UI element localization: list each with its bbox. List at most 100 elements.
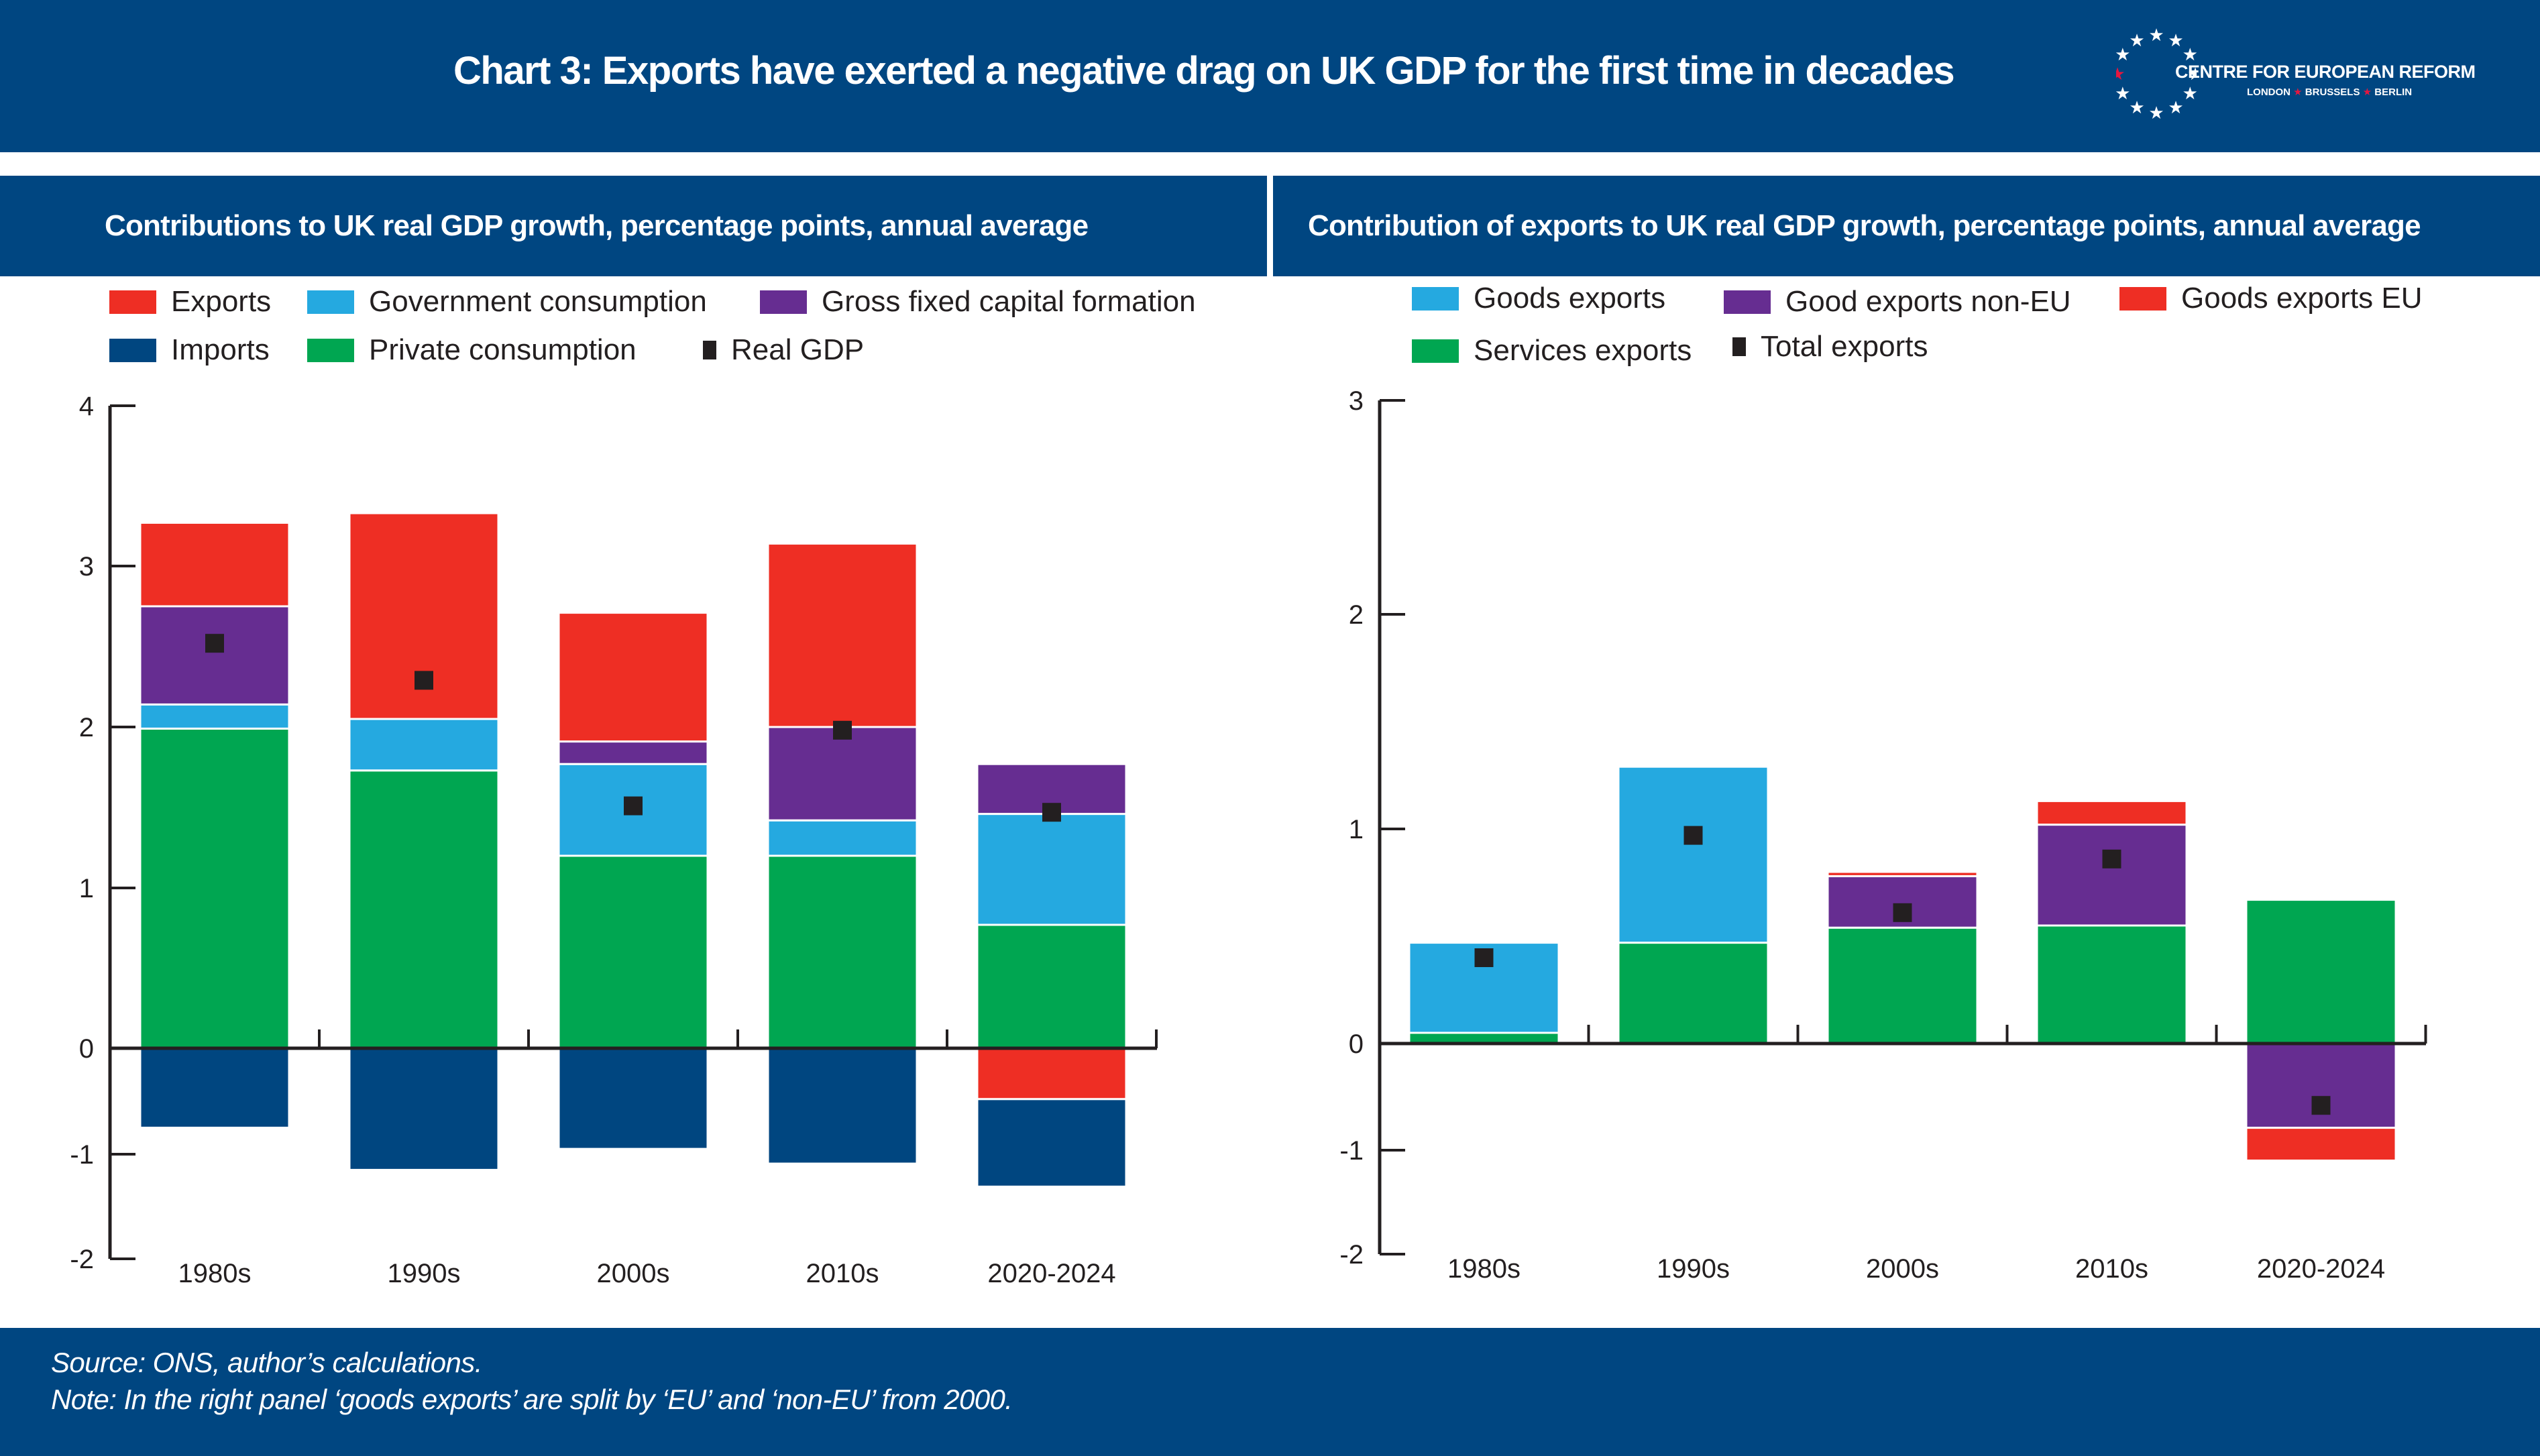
- marker-total-exports-2020-2024: [2311, 1096, 2331, 1115]
- logo-city: BRUSSELS: [2305, 87, 2360, 98]
- bar-segment-government-consumption-1980s: [139, 703, 290, 730]
- bar-segment-services-exports-1990s: [1617, 942, 1769, 1045]
- legend-label: Total exports: [1761, 330, 1928, 363]
- y-tick-label: -1: [1339, 1136, 1364, 1166]
- marker-total-exports-1980s: [1474, 948, 1494, 967]
- x-tick-label: 1980s: [178, 1259, 252, 1288]
- bar-segment-services-exports-2000s: [1826, 926, 1979, 1045]
- bar-segment-goods-exports-eu-2010s: [2036, 799, 2188, 826]
- legend-marker: [703, 341, 716, 359]
- x-tick-label: 2010s: [806, 1259, 879, 1288]
- y-tick-label: 3: [1349, 386, 1364, 416]
- legend-swatch: [1724, 290, 1771, 314]
- y-tick-label: -2: [1339, 1240, 1364, 1270]
- bar-segment-goods-exports-eu-2000s: [1826, 871, 1979, 877]
- legend-label: Goods exports EU: [2181, 282, 2423, 315]
- legend-item-goods-exports: Goods exports: [1412, 282, 1665, 315]
- legend-item-private-consumption: Private consumption: [307, 333, 637, 367]
- legend-label: Real GDP: [731, 333, 865, 366]
- x-tick-label: 2020-2024: [2257, 1254, 2385, 1284]
- x-tick-label: 2000s: [1866, 1254, 1939, 1284]
- left-panel-title: Contributions to UK real GDP growth, per…: [0, 176, 1267, 276]
- marker-real-gdp-2010s: [833, 720, 852, 740]
- bar-segment-services-exports-2010s: [2036, 924, 2188, 1045]
- red-star-icon: ★: [2362, 87, 2375, 98]
- y-tick-label: 1: [79, 874, 94, 903]
- bar-segment-private-consumption-1990s: [348, 769, 500, 1050]
- y-tick-label: -2: [70, 1245, 94, 1274]
- marker-real-gdp-1980s: [205, 634, 224, 653]
- legend-item-gross-fixed-capital-formation: Gross fixed capital formation: [760, 285, 1196, 319]
- x-tick-label: 2010s: [2075, 1254, 2148, 1284]
- bar-segment-imports-2000s: [557, 1047, 709, 1150]
- bar-segment-goods-exports-1990s: [1617, 765, 1769, 944]
- marker-real-gdp-1990s: [415, 671, 433, 690]
- bar-segment-imports-1990s: [348, 1047, 500, 1171]
- y-tick-label: 2: [79, 713, 94, 742]
- bar-segment-gross-fixed-capital-formation-2010s: [767, 726, 918, 822]
- bar-segment-good-exports-non-eu-2010s: [2036, 824, 2188, 927]
- legend-swatch: [1412, 339, 1459, 363]
- y-tick-label: 3: [79, 552, 94, 581]
- legend-item-imports: Imports: [109, 333, 270, 367]
- star-icon: ★: [2148, 25, 2164, 45]
- bar-segment-imports-1980s: [139, 1047, 290, 1129]
- bar-segment-good-exports-non-eu-2020-2024: [2245, 1042, 2397, 1129]
- cer-logo: ★ ★ ★ ★ ★ ★ ★ ★ ★ ★ ★ ★ CENTRE FOR EUROPEAN REFORM …: [2116, 20, 2476, 127]
- star-icon: ★: [2183, 44, 2197, 64]
- legend-swatch: [307, 338, 354, 362]
- marker-real-gdp-2000s: [624, 796, 643, 816]
- bar-segment-government-consumption-1990s: [348, 718, 500, 772]
- x-tick-label: 1990s: [388, 1259, 461, 1288]
- logo-name: CENTRE FOR EUROPEAN REFORM: [2175, 62, 2476, 82]
- legend-label: Gross fixed capital formation: [822, 285, 1196, 318]
- marker-total-exports-2010s: [2102, 849, 2121, 869]
- legend-label: Services exports: [1474, 334, 1692, 367]
- bar-segment-gross-fixed-capital-formation-2000s: [557, 740, 709, 765]
- x-tick-label: 2020-2024: [987, 1259, 1115, 1288]
- legend-swatch: [760, 290, 807, 314]
- legend-item-real-gdp: Real GDP: [703, 333, 864, 367]
- star-icon: ★: [2168, 97, 2183, 117]
- star-icon: ★: [2129, 97, 2144, 117]
- bar-segment-goods-exports-eu-2020-2024: [2245, 1127, 2397, 1162]
- star-icon: ★: [2116, 44, 2130, 64]
- x-tick-label: 2000s: [597, 1259, 670, 1288]
- legend-swatch: [109, 290, 156, 314]
- legend-label: Good exports non-EU: [1785, 285, 2071, 318]
- logo-cities: LONDON ★ BRUSSELS ★ BERLIN: [2247, 86, 2412, 98]
- legend-marker: [1732, 337, 1746, 356]
- legend-item-goods-exports-eu: Goods exports EU: [2119, 282, 2423, 315]
- legend-swatch: [307, 290, 354, 314]
- legend-item-government-consumption: Government consumption: [307, 285, 707, 319]
- chart-title: Chart 3: Exports have exerted a negative…: [453, 49, 1955, 93]
- right-panel-title: Contribution of exports to UK real GDP g…: [1273, 176, 2540, 276]
- star-icon: ★: [2168, 30, 2183, 50]
- footnote: Note: In the right panel ‘goods exports’…: [51, 1384, 1013, 1415]
- star-icon: ★: [2116, 83, 2130, 103]
- y-tick-label: 4: [79, 392, 94, 421]
- title-bar: Chart 3: Exports have exerted a negative…: [0, 0, 2540, 152]
- bar-segment-private-consumption-1980s: [139, 727, 290, 1050]
- x-tick-label: 1980s: [1447, 1254, 1521, 1284]
- legend-swatch: [109, 338, 156, 362]
- legend-item-services-exports: Services exports: [1412, 334, 1692, 368]
- bar-segment-government-consumption-2020-2024: [976, 813, 1127, 926]
- star-icon: ★: [2116, 64, 2125, 84]
- legend-label: Goods exports: [1474, 282, 1666, 315]
- bar-segment-imports-2020-2024: [976, 1098, 1127, 1188]
- bar-segment-exports-2010s: [767, 543, 918, 728]
- legend-swatch: [2119, 286, 2166, 311]
- legend-swatch: [1412, 286, 1459, 311]
- y-tick-label: 1: [1349, 815, 1364, 844]
- star-icon: ★: [2148, 103, 2164, 123]
- legend-item-exports: Exports: [109, 285, 271, 319]
- marker-total-exports-2000s: [1893, 903, 1912, 922]
- x-tick-label: 1990s: [1657, 1254, 1730, 1284]
- legend-item-total-exports: Total exports: [1732, 330, 1928, 363]
- bar-segment-private-consumption-2000s: [557, 854, 709, 1050]
- star-icon: ★: [2183, 83, 2197, 103]
- marker-total-exports-1990s: [1683, 826, 1703, 845]
- star-icon: ★: [2129, 30, 2144, 50]
